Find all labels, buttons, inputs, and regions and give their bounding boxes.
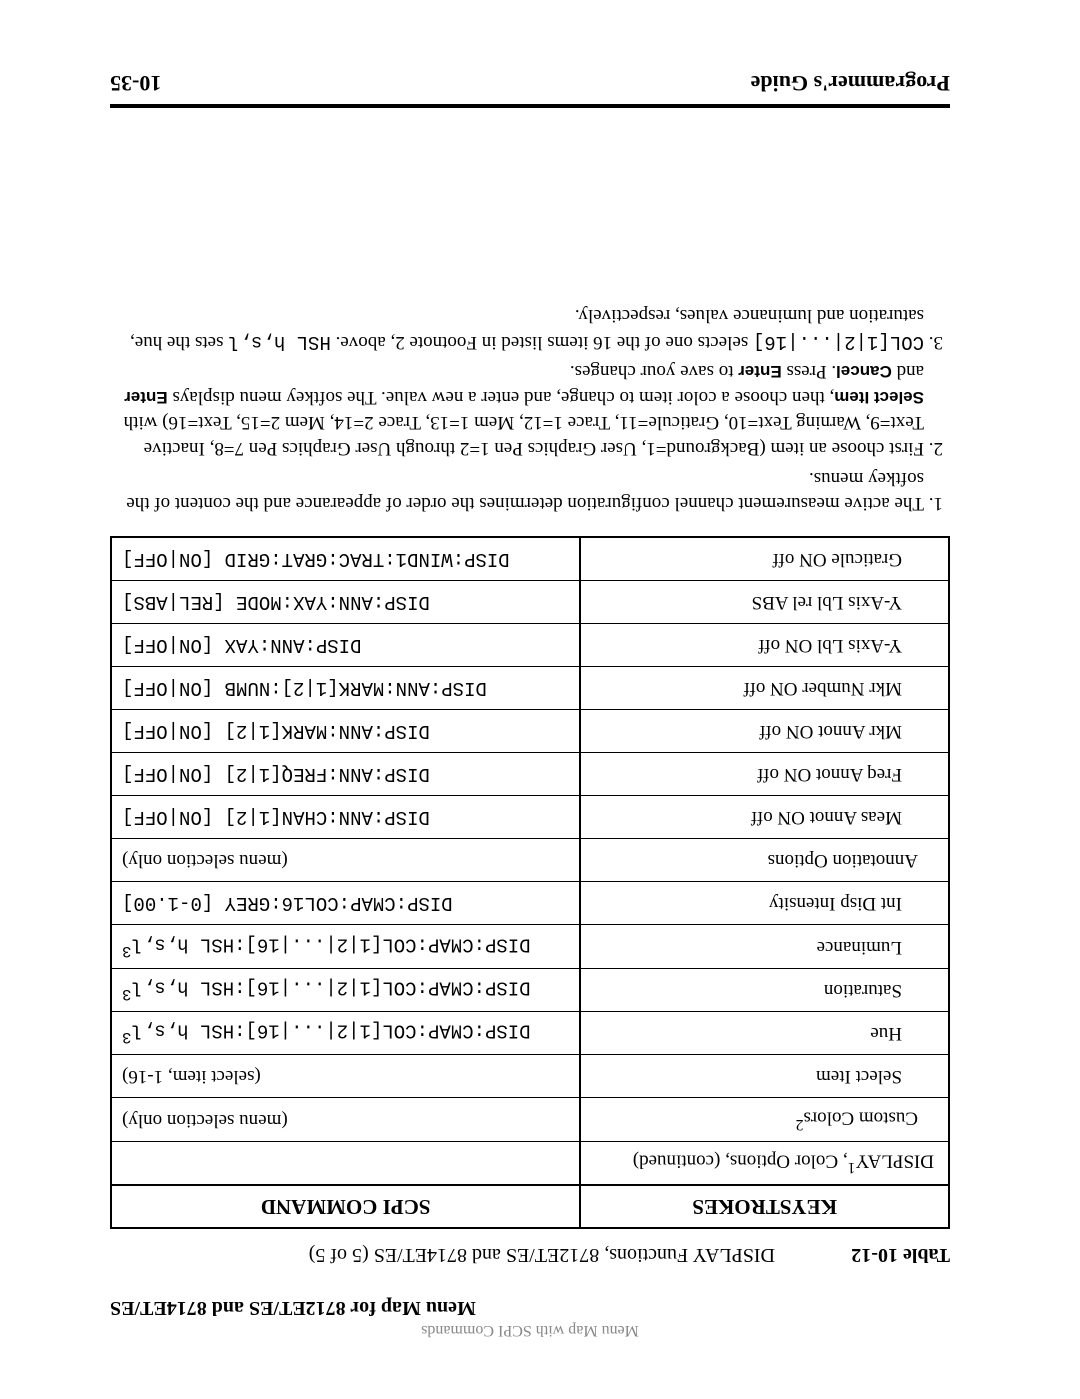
table-row: Int Disp IntensityDISP:CMAP:COL16:GREY […	[111, 882, 949, 925]
table-title: DISPLAY Functions, 8712ET/ES and 8714ET/…	[309, 1244, 775, 1266]
table-row: Graticule ON offDISP:WIND1:TRAC:GRAT:GRI…	[111, 537, 949, 581]
table-row: Freq Annot ON offDISP:ANN:FREQ[1|2] [ON|…	[111, 753, 949, 796]
table-row: SaturationDISP:CMAP:COL[1|2|...|16]:HSL …	[111, 968, 949, 1011]
table-row: Custom Colors2(menu selection only)	[111, 1098, 949, 1141]
scpi-cell: DISP:ANN:YAX:MODE [REL|ABS]	[111, 581, 580, 624]
keystroke-cell: Luminance	[580, 925, 949, 968]
scpi-cell: DISP:CMAP:COL16:GREY [0-1.00]	[111, 882, 580, 925]
scpi-cell: DISP:CMAP:COL[1|2|...|16]:HSL h,s,l3	[111, 1012, 580, 1055]
scpi-cell: DISP:CMAP:COL[1|2|...|16]:HSL h,s,l3	[111, 925, 580, 968]
scpi-cell: DISP:ANN:CHAN[1|2] [ON|OFF]	[111, 796, 580, 839]
keystroke-cell: Mkr Number ON off	[580, 667, 949, 710]
running-head: Menu Map for 8712ET/ES and 8714ET/ES	[110, 1296, 950, 1319]
scpi-cell	[111, 1141, 580, 1185]
col-header-keystrokes: KEYSTROKES	[580, 1185, 949, 1228]
keystroke-cell: Graticule ON off	[580, 537, 949, 581]
keystroke-cell: Y-Axis Lbl rel ABS	[580, 581, 949, 624]
scpi-cell: DISP:ANN:YAX [ON|OFF]	[111, 624, 580, 667]
keystroke-cell: Meas Annot ON off	[580, 796, 949, 839]
scpi-cell: (menu selection only)	[111, 839, 580, 882]
table-row: DISPLAY1, Color Options, (continued)	[111, 1141, 949, 1185]
command-table: KEYSTROKES SCPI COMMAND DISPLAY1, Color …	[110, 536, 950, 1229]
footnotes: The active measurement channel configura…	[110, 302, 950, 516]
col-header-scpi: SCPI COMMAND	[111, 1185, 580, 1228]
table-row: LuminanceDISP:CMAP:COL[1|2|...|16]:HSL h…	[111, 925, 949, 968]
page-footer: Programmer's Guide 10-35	[110, 70, 950, 108]
table-number: Table 10-12	[780, 1243, 950, 1266]
footer-right: 10-35	[110, 70, 161, 96]
scpi-cell: DISP:CMAP:COL[1|2|...|16]:HSL h,s,l3	[111, 968, 580, 1011]
keystroke-cell: Y-Axis Lbl ON off	[580, 624, 949, 667]
footnote-1: The active measurement channel configura…	[110, 465, 924, 516]
keystroke-cell: Annotation Options	[580, 839, 949, 882]
table-row: Annotation Options(menu selection only)	[111, 839, 949, 882]
keystroke-cell: DISPLAY1, Color Options, (continued)	[580, 1141, 949, 1185]
footer-left: Programmer's Guide	[751, 70, 950, 96]
keystroke-cell: Int Disp Intensity	[580, 882, 949, 925]
keystroke-cell: Mkr Annot ON off	[580, 710, 949, 753]
table-caption: Table 10-12 DISPLAY Functions, 8712ET/ES…	[110, 1243, 950, 1266]
scpi-cell: (select item, 1-16)	[111, 1055, 580, 1098]
table-row: Mkr Annot ON offDISP:ANN:MARK[1|2] [ON|O…	[111, 710, 949, 753]
table-row: Meas Annot ON offDISP:ANN:CHAN[1|2] [ON|…	[111, 796, 949, 839]
scpi-cell: DISP:WIND1:TRAC:GRAT:GRID [ON|OFF]	[111, 537, 580, 581]
table-row: Y-Axis Lbl ON offDISP:ANN:YAX [ON|OFF]	[111, 624, 949, 667]
scpi-cell: DISP:ANN:MARK[1|2] [ON|OFF]	[111, 710, 580, 753]
running-head-small: Menu Map with SCPI Commands	[110, 1321, 950, 1339]
table-body: DISPLAY1, Color Options, (continued)Cust…	[111, 537, 949, 1185]
scpi-cell: DISP:ANN:MARK[1|2]:NUMB [ON|OFF]	[111, 667, 580, 710]
keystroke-cell: Custom Colors2	[580, 1098, 949, 1141]
keystroke-cell: Freq Annot ON off	[580, 753, 949, 796]
table-row: HueDISP:CMAP:COL[1|2|...|16]:HSL h,s,l3	[111, 1012, 949, 1055]
footnote-2: First choose an item (Background=1, User…	[110, 359, 924, 462]
footnote-3: COL[1|2|...|16] selects one of the 16 it…	[110, 302, 924, 354]
page: Menu Map with SCPI Commands Menu Map for…	[0, 0, 1080, 1399]
keystroke-cell: Hue	[580, 1012, 949, 1055]
keystroke-cell: Select Item	[580, 1055, 949, 1098]
scpi-cell: DISP:ANN:FREQ[1|2] [ON|OFF]	[111, 753, 580, 796]
keystroke-cell: Saturation	[580, 968, 949, 1011]
scpi-cell: (menu selection only)	[111, 1098, 580, 1141]
table-row: Y-Axis Lbl rel ABSDISP:ANN:YAX:MODE [REL…	[111, 581, 949, 624]
table-row: Mkr Number ON offDISP:ANN:MARK[1|2]:NUMB…	[111, 667, 949, 710]
table-row: Select Item(select item, 1-16)	[111, 1055, 949, 1098]
